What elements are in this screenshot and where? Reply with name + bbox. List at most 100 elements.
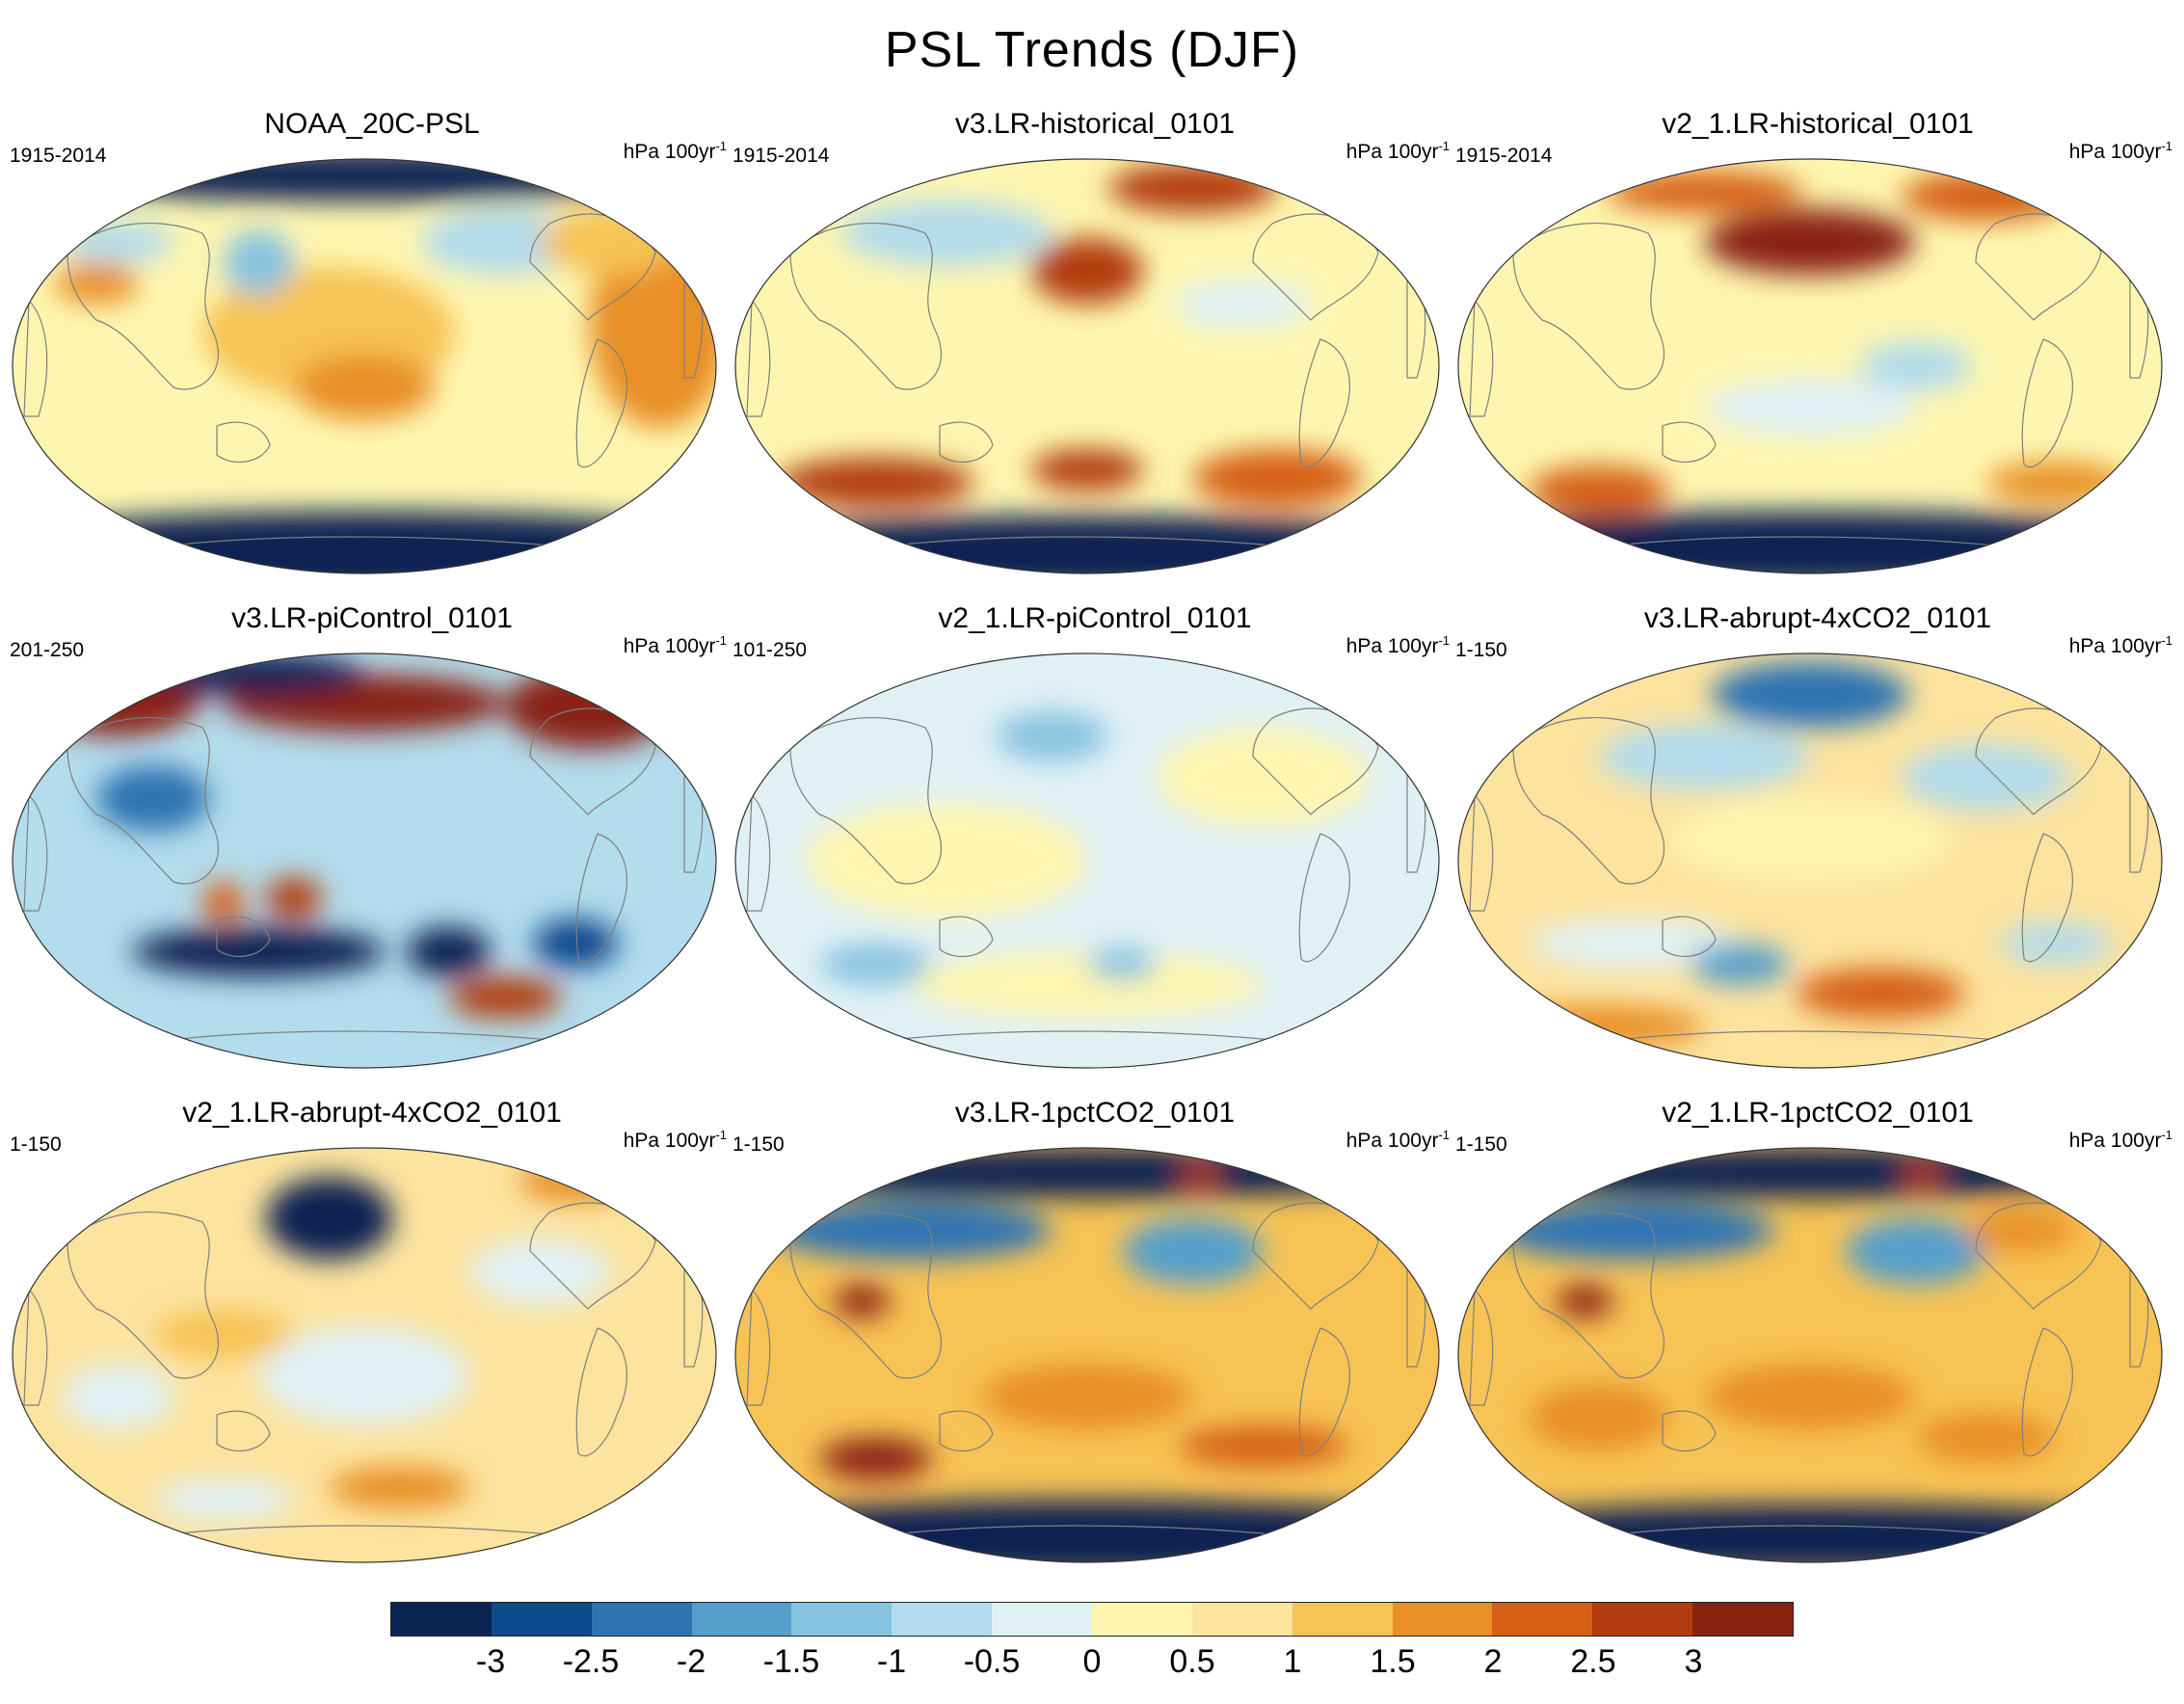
coastline xyxy=(1662,1410,1717,1451)
coastline xyxy=(939,916,994,957)
trend-anomaly xyxy=(1901,1164,1944,1189)
units-text: hPa 100yr xyxy=(1345,141,1439,163)
colorbar-tick-label: -1 xyxy=(876,1643,907,1680)
trend-anomaly xyxy=(1030,449,1144,491)
units-exponent: -1 xyxy=(715,633,727,648)
world-map xyxy=(734,158,1440,574)
colorbar-swatch xyxy=(1092,1603,1192,1636)
map-outline xyxy=(12,158,717,574)
panel-title: v3.LR-abrupt-4xCO2_0101 xyxy=(1643,602,1992,634)
colorbar-swatch xyxy=(892,1603,993,1636)
colorbar-tick-label: 2 xyxy=(1483,1643,1503,1680)
units-exponent: -1 xyxy=(2161,1128,2172,1142)
panel-units: hPa 100yr-1 xyxy=(624,633,727,658)
trend-anomaly xyxy=(1458,1504,2162,1562)
panel-period: 1915-2014 xyxy=(10,145,107,167)
panel-units: hPa 100yr-1 xyxy=(624,1128,727,1153)
trend-anomaly xyxy=(1796,968,1965,1019)
coastline xyxy=(2021,833,2073,963)
trend-anomaly xyxy=(1158,728,1369,828)
trend-anomaly xyxy=(1704,1363,1916,1430)
trend-anomaly xyxy=(819,1438,933,1479)
coastline xyxy=(939,421,994,463)
trend-anomaly xyxy=(1964,1210,2078,1252)
panel-title: v3.LR-piControl_0101 xyxy=(231,602,513,634)
trend-anomaly xyxy=(1171,279,1313,330)
coastline xyxy=(67,223,219,390)
units-text: hPa 100yr xyxy=(1345,635,1439,657)
trend-anomaly xyxy=(469,1238,611,1306)
map-panel: NOAA_20C-PSL 1915-2014 hPa 100yr-1 xyxy=(10,108,734,590)
world-map xyxy=(12,652,717,1069)
coastline xyxy=(67,717,219,885)
trend-anomaly xyxy=(1529,1384,1669,1451)
trend-anomaly xyxy=(329,1467,470,1509)
colorbar-swatch xyxy=(791,1603,892,1636)
colorbar-tick-label: 3 xyxy=(1684,1643,1703,1680)
colorbar-swatch xyxy=(491,1603,592,1636)
trend-anomaly xyxy=(1030,237,1144,305)
trend-anomaly xyxy=(834,1284,891,1318)
colorbar-tick-label: -2 xyxy=(676,1643,706,1680)
trend-anomaly xyxy=(1107,163,1278,213)
colorbar-tick-label: 1.5 xyxy=(1370,1643,1416,1680)
coastline xyxy=(746,793,771,912)
colorbar-tick-label: -3 xyxy=(475,1643,506,1680)
trend-anomaly xyxy=(770,1201,1052,1261)
trend-anomaly xyxy=(96,765,210,832)
map-outline xyxy=(1457,1147,2163,1563)
trend-anomaly xyxy=(735,1148,1439,1198)
units-exponent: -1 xyxy=(715,139,727,153)
coastline xyxy=(67,1211,219,1379)
panel-units: hPa 100yr-1 xyxy=(2069,1128,2172,1153)
coastline xyxy=(23,1288,48,1406)
trend-anomaly xyxy=(448,976,562,1019)
colorbar-swatch xyxy=(591,1603,692,1636)
coastline xyxy=(746,1288,771,1406)
trend-anomaly xyxy=(1178,1425,1348,1468)
panel-title: v2_1.LR-historical_0101 xyxy=(1662,108,1974,140)
coastline xyxy=(1469,299,1494,417)
colorbar-swatch xyxy=(691,1603,792,1636)
trend-anomaly xyxy=(533,919,618,969)
units-exponent: -1 xyxy=(1438,1128,1450,1142)
colorbar-tick-label: 2.5 xyxy=(1570,1643,1616,1680)
map-panel: v2_1.LR-historical_0101 1915-2014 hPa 100y… xyxy=(1455,108,2180,590)
panel-units: hPa 100yr-1 xyxy=(1346,139,1450,164)
trend-anomaly xyxy=(1915,1413,2057,1463)
trend-anomaly xyxy=(153,1479,294,1521)
coastline xyxy=(216,916,271,957)
coastline xyxy=(575,833,627,963)
map-outline xyxy=(1457,652,2163,1069)
coastline xyxy=(746,299,771,417)
trend-anomaly xyxy=(1704,208,1916,276)
map-outline xyxy=(12,652,717,1069)
panel-period: 1915-2014 xyxy=(1455,145,1553,167)
panel-period: 1-150 xyxy=(1455,639,1507,661)
trend-anomaly xyxy=(406,926,492,977)
panel-units: hPa 100yr-1 xyxy=(1346,633,1450,658)
coastline xyxy=(789,1211,942,1379)
trend-anomaly xyxy=(2000,922,2113,965)
world-map xyxy=(1457,158,2163,574)
trend-anomaly xyxy=(153,653,364,695)
colorbar-tick-label: -1.5 xyxy=(762,1643,820,1680)
units-exponent: -1 xyxy=(715,1128,727,1142)
map-outline xyxy=(1457,158,2163,574)
units-text: hPa 100yr xyxy=(2068,141,2162,163)
coastline xyxy=(575,1327,627,1457)
units-text: hPa 100yr xyxy=(2068,1130,2162,1152)
units-text: hPa 100yr xyxy=(2068,635,2162,657)
colorbar-tick-label: 1 xyxy=(1283,1643,1302,1680)
panel-period: 1-150 xyxy=(732,1133,785,1156)
coastline xyxy=(1512,223,1665,390)
trend-anomaly xyxy=(1087,947,1158,981)
figure-title: PSL Trends (DJF) xyxy=(884,22,1300,78)
coastline xyxy=(1298,338,1350,468)
map-outline xyxy=(734,1147,1440,1563)
trend-anomaly xyxy=(153,1309,294,1360)
units-exponent: -1 xyxy=(1438,139,1450,153)
map-outline xyxy=(734,652,1440,1069)
coastline xyxy=(216,1410,271,1451)
trend-anomaly xyxy=(1599,724,1810,790)
